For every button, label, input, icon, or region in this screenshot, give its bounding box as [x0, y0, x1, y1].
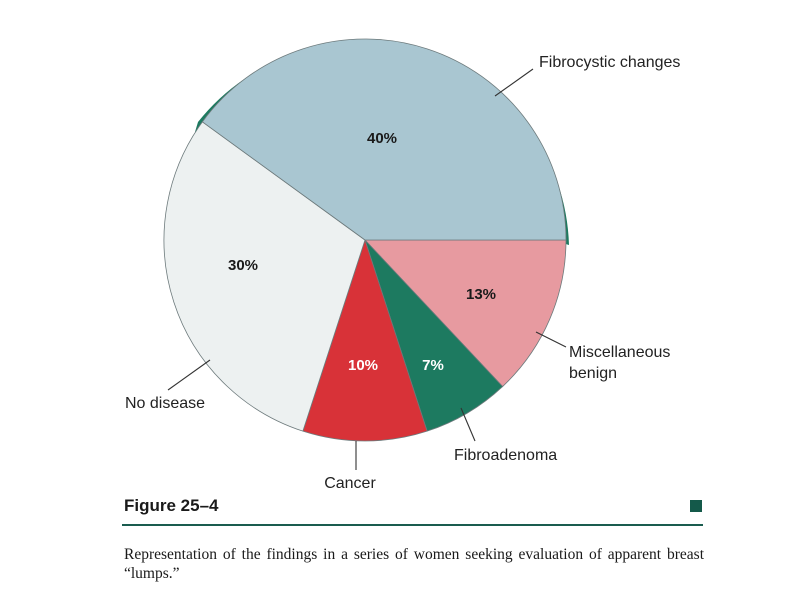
figure-label: Figure 25–4: [124, 496, 219, 515]
leader-line-miscellaneous-benign: [535, 331, 567, 348]
slice-label-miscellaneous-benign: Miscellaneous benign: [569, 344, 670, 382]
leader-line-fibroadenoma: [460, 407, 476, 442]
pie-slice-no-disease: [163, 121, 366, 432]
figure-marker-square: [690, 500, 702, 512]
pie-chart: 40% 13% 7% 10% 30% Fibrocystic changes Miscel…: [125, 38, 680, 490]
slice-label-cancer: Cancer: [324, 475, 376, 490]
slice-value-fibroadenoma: 7%: [422, 357, 444, 374]
slice-value-miscellaneous-benign: 13%: [466, 286, 496, 303]
leader-line-no-disease: [167, 359, 211, 391]
slice-value-fibrocystic-changes: 40%: [367, 130, 397, 147]
slice-label-fibrocystic-changes: Fibrocystic changes: [539, 54, 680, 71]
figure-rule: [122, 524, 703, 526]
slice-value-cancer: 10%: [348, 357, 378, 374]
pie-slice-miscellaneous-benign: [364, 239, 567, 388]
slice-label-no-disease: No disease: [125, 395, 205, 412]
pie-slice-cancer: [302, 238, 428, 442]
leader-line-fibrocystic-changes: [494, 68, 534, 97]
slice-value-no-disease: 30%: [228, 257, 258, 274]
figure-caption: Representation of the findings in a seri…: [124, 546, 704, 582]
slice-label-fibroadenoma: Fibroadenoma: [454, 447, 557, 464]
pie-slice-fibrocystic-changes: [201, 38, 567, 241]
